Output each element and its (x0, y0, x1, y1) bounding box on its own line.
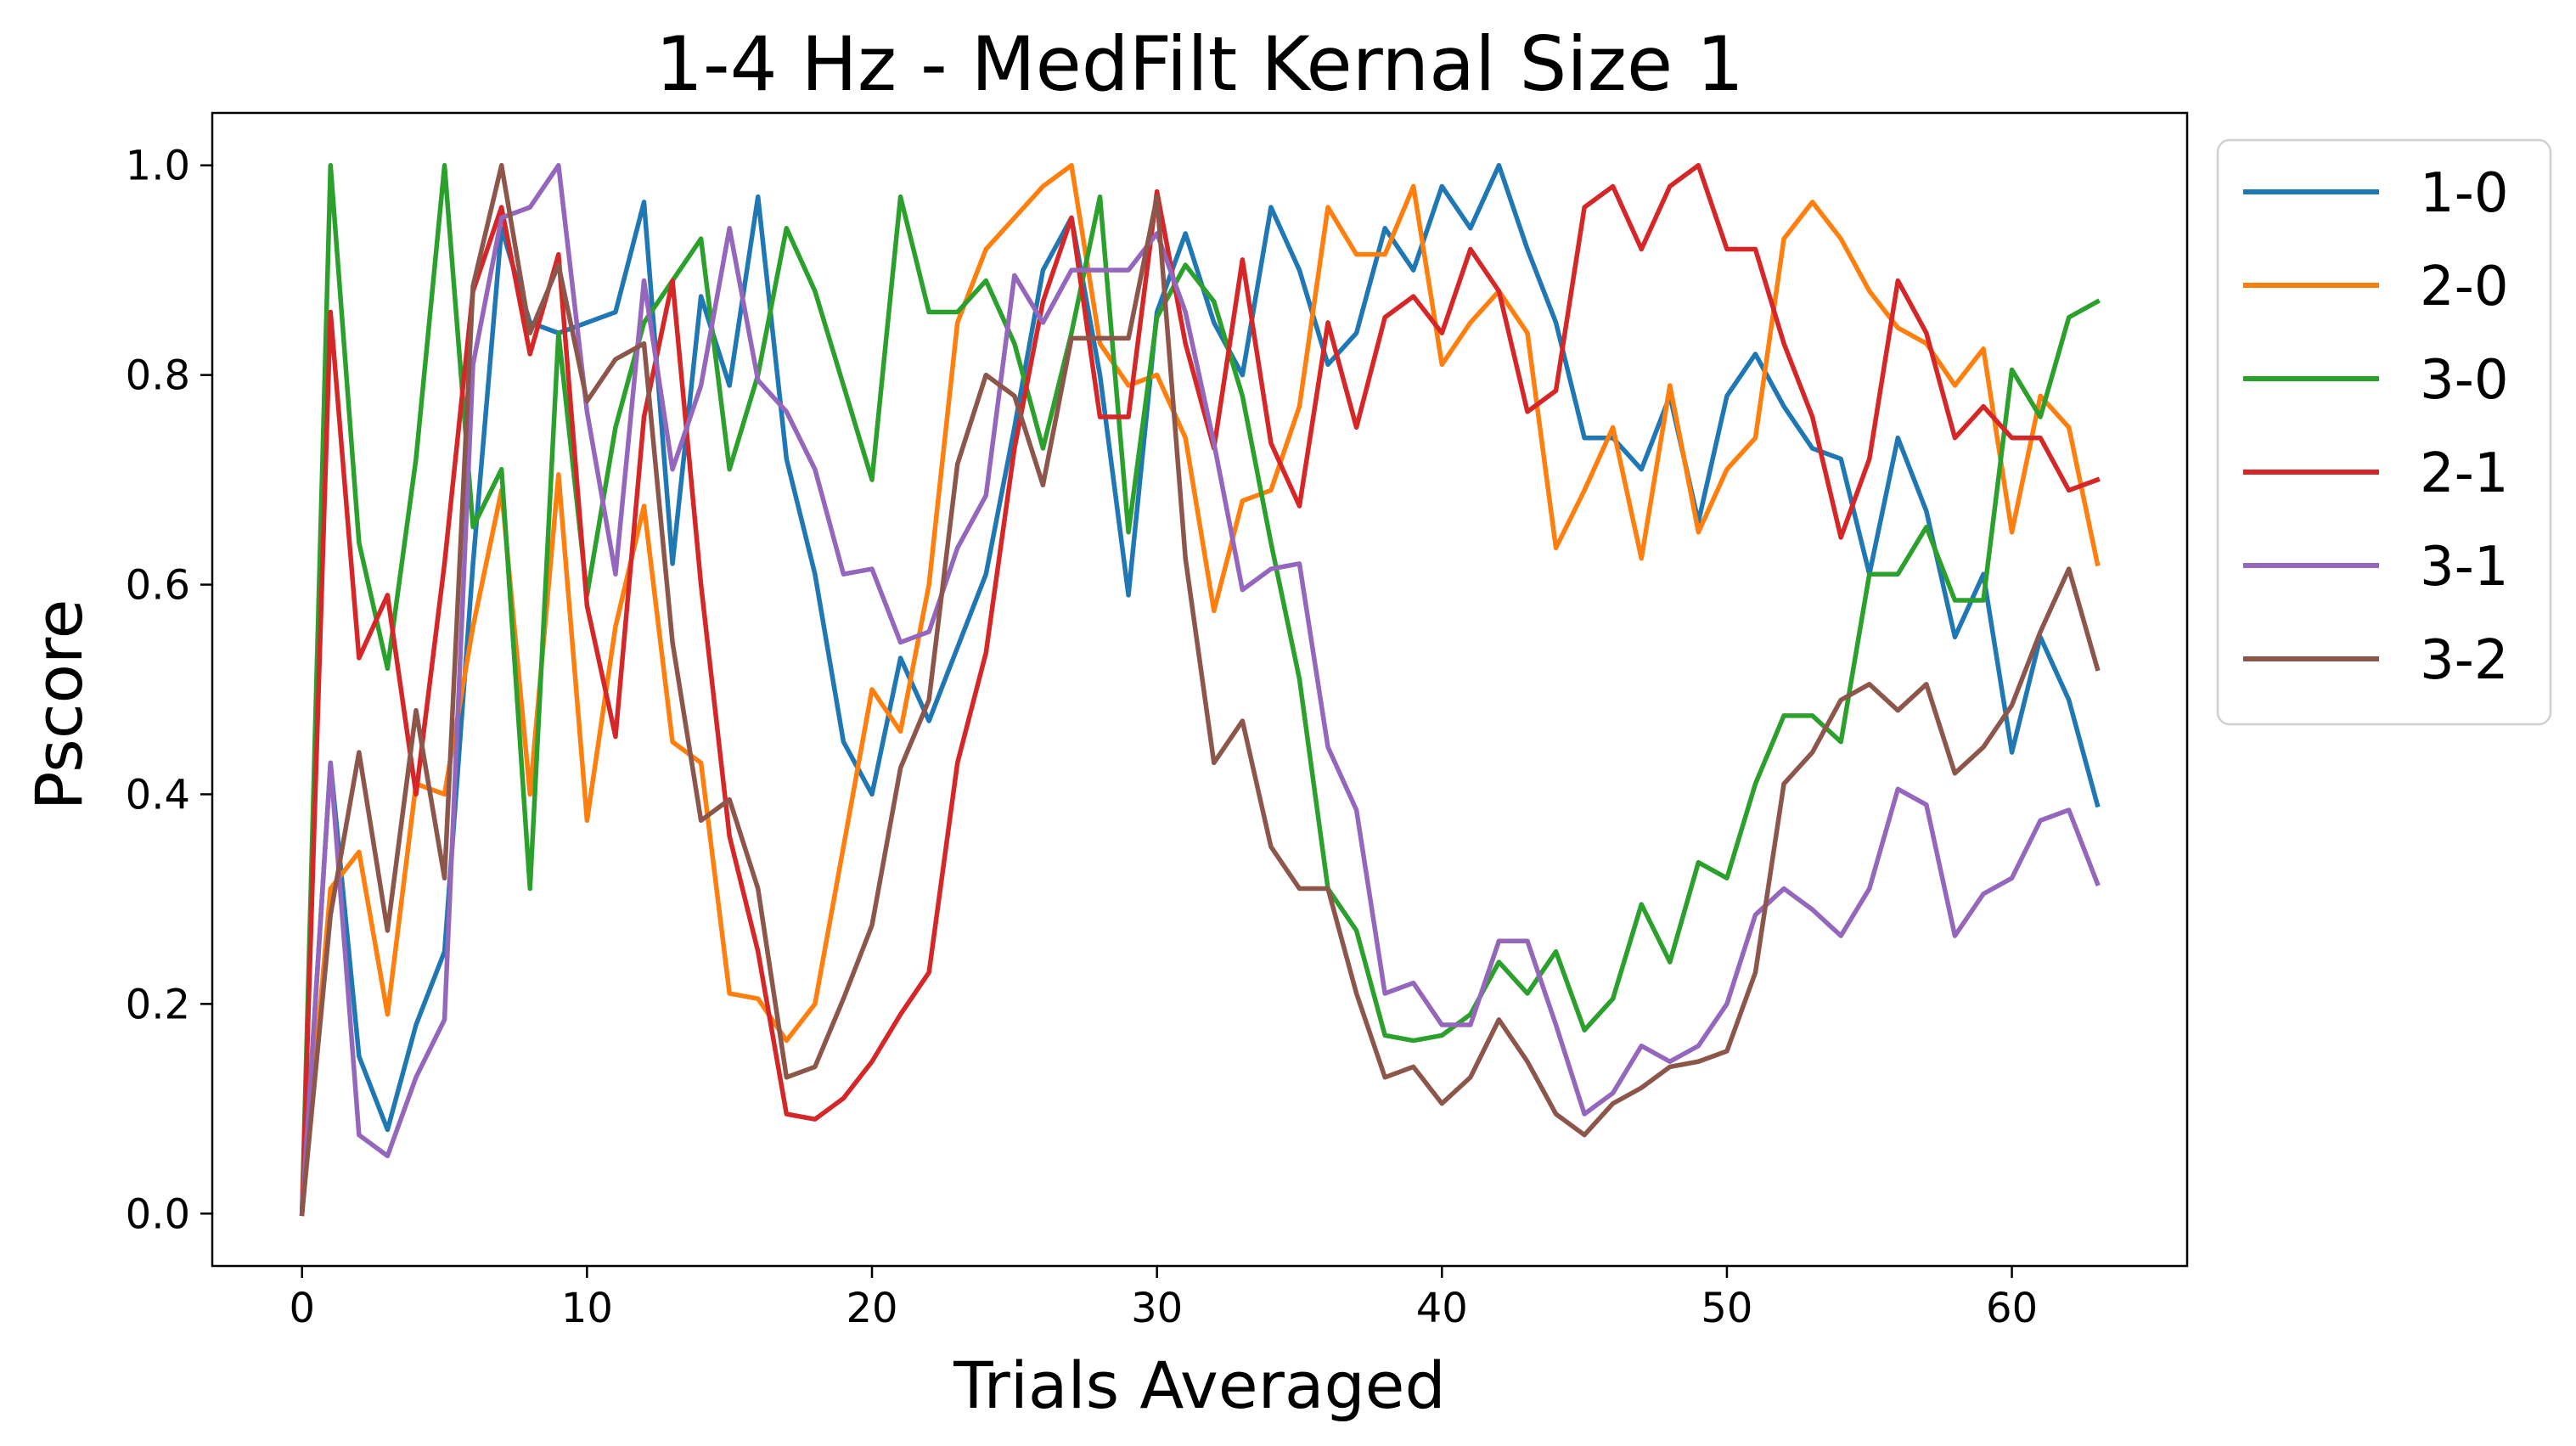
x-axis-label: Trials Averaged (953, 1348, 1445, 1423)
legend-label-2-1: 2-1 (2420, 442, 2509, 505)
x-tick-label: 0 (289, 1285, 315, 1332)
x-tick-label: 60 (1986, 1285, 2038, 1332)
x-tick-label: 30 (1131, 1285, 1183, 1332)
x-tick-label: 20 (846, 1285, 897, 1332)
legend-label-3-1: 3-1 (2420, 536, 2509, 599)
y-tick-label: 0.0 (126, 1190, 190, 1238)
series-line-2-1 (299, 162, 2101, 1217)
y-tick-label: 0.2 (126, 981, 190, 1028)
series-line-3-2 (299, 162, 2101, 1217)
series-layer (299, 162, 2101, 1217)
y-tick-label: 0.6 (126, 562, 190, 610)
x-tick-label: 40 (1416, 1285, 1468, 1332)
y-tick-label: 1.0 (126, 143, 190, 190)
legend-label-3-2: 3-2 (2420, 629, 2509, 692)
x-tick-label: 50 (1701, 1285, 1752, 1332)
series-line-2-0 (299, 162, 2101, 1217)
x-tick-label: 10 (561, 1285, 613, 1332)
y-tick-label: 0.4 (126, 771, 190, 819)
chart-title: 1-4 Hz - MedFilt Kernal Size 1 (655, 20, 1744, 108)
y-axis-label: Pscore (21, 599, 97, 811)
y-axis-ticks: 0.0 0.2 0.4 0.6 0.8 1.0 (126, 143, 212, 1238)
legend-label-2-0: 2-0 (2420, 256, 2509, 318)
series-line-3-0 (299, 162, 2101, 1217)
legend-label-3-0: 3-0 (2420, 349, 2509, 412)
y-tick-label: 0.8 (126, 352, 190, 400)
plot-frame (211, 111, 2189, 1268)
x-axis-ticks: 0 10 20 30 40 50 60 (289, 1266, 2038, 1332)
legend-label-1-0: 1-0 (2420, 162, 2509, 225)
series-line-1-0 (299, 162, 2101, 1217)
legend: 1-0 2-0 3-0 2-1 3-1 3-2 (2216, 138, 2552, 726)
series-line-3-1 (299, 162, 2101, 1217)
